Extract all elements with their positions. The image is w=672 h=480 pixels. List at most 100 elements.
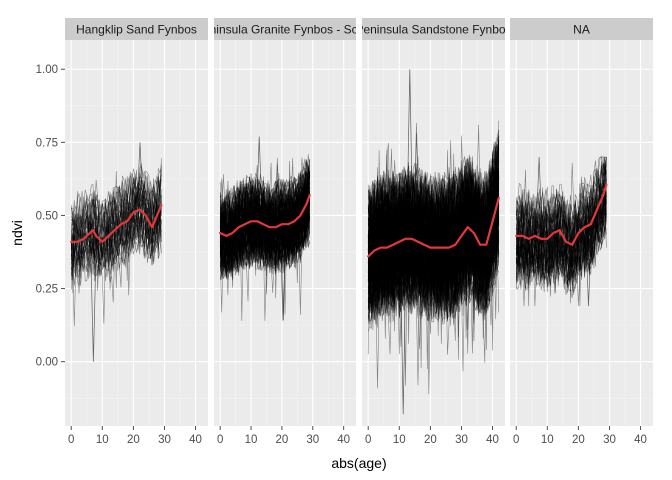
raw-series-line [367,222,500,307]
raw-series-extreme [535,156,543,238]
raw-series-line [367,213,500,321]
raw-series-line [515,162,607,304]
raw-series-line [367,167,500,286]
raw-series-line [219,159,310,226]
raw-series-line [219,212,310,270]
raw-series-line [219,166,310,234]
raw-series-line [70,168,162,238]
raw-series-line [219,209,310,278]
x-axis: 0 10 20 30 40 [365,426,499,446]
raw-series-line [367,180,500,286]
raw-series-line [368,225,500,330]
raw-series-line [219,213,310,277]
x-axis-title: abs(age) [331,455,386,471]
raw-series-line [367,194,500,297]
raw-series-line [219,221,310,279]
raw-series-line [220,161,310,228]
raw-series-line [70,211,162,279]
raw-series-line [367,182,500,279]
raw-series-line [219,225,310,321]
raw-series-line [219,184,310,288]
raw-series-line [367,139,500,267]
raw-series-line [367,173,500,278]
raw-series-line [219,214,310,279]
raw-series-line [70,205,162,271]
facet-strip [362,18,505,40]
raw-series-line [219,173,310,248]
raw-series-line [367,139,500,282]
raw-series-line [515,202,607,294]
raw-series-line [367,205,500,296]
y-tick-label: 0.75 [36,137,58,149]
raw-series-line [367,141,500,237]
x-tick-label: 10 [96,434,109,446]
raw-series-line [368,143,500,251]
raw-series-line [219,211,310,315]
raw-series-line [367,147,500,267]
smooth-fit-line [70,204,163,243]
raw-series-line [219,205,310,273]
raw-series-line [70,193,162,247]
raw-series-line [515,170,607,256]
raw-series-line [219,157,310,229]
facet-strip [510,18,653,40]
raw-series-line [219,183,310,254]
raw-series-line [70,172,162,239]
raw-series-line [219,196,310,252]
raw-series-line [367,195,500,300]
x-tick-label: 0 [68,434,74,446]
raw-series-line [219,180,310,248]
raw-series-line [515,156,607,235]
raw-series-line [367,136,500,233]
raw-series-line [367,158,500,247]
raw-series-extreme [399,239,407,415]
raw-series-line [219,181,310,245]
x-tick-label: 20 [572,434,585,446]
raw-series-line [367,192,500,311]
raw-series-line [219,222,310,281]
raw-series-line [219,201,310,248]
raw-series-extreme [255,136,263,223]
raw-series-line [219,194,310,284]
raw-series-line [367,143,500,241]
raw-series-line [219,163,310,237]
raw-series-line [367,156,500,250]
raw-series-line [367,219,500,363]
raw-series-line [219,186,310,279]
raw-series-line [367,209,500,320]
raw-series-line [219,191,310,299]
raw-series-line [219,160,310,247]
raw-series-line [219,189,310,259]
raw-series-extreme [89,230,97,362]
raw-series-line [367,135,500,267]
raw-series-line [367,148,500,262]
raw-series-line [515,199,607,279]
raw-series-line [219,172,310,230]
raw-series-line [70,179,162,270]
x-tick-label: 40 [486,434,499,446]
raw-series-line [367,198,500,304]
raw-series-line [367,129,500,245]
raw-series-line [367,171,500,256]
raw-series-line [367,191,500,324]
raw-series-line [367,207,499,344]
raw-series-line [219,216,310,271]
raw-series-line [367,212,500,309]
raw-series-line [367,206,500,286]
raw-series-line [515,156,607,240]
raw-series-line [70,204,162,271]
raw-series-line [70,175,162,245]
raw-series-line [367,198,500,386]
raw-series-line [219,196,310,315]
raw-series-line [219,176,310,246]
raw-series-line [367,172,500,310]
x-tick-label: 10 [541,434,554,446]
raw-series-line [367,160,500,264]
facet-panel: Peninsula Granite Fynbos - South [214,18,356,426]
raw-series-line [367,243,500,334]
raw-series-line [367,194,500,309]
raw-series-line [515,156,607,231]
raw-series-line [367,187,500,291]
raw-series-line [219,173,310,245]
raw-series-line [367,133,500,295]
